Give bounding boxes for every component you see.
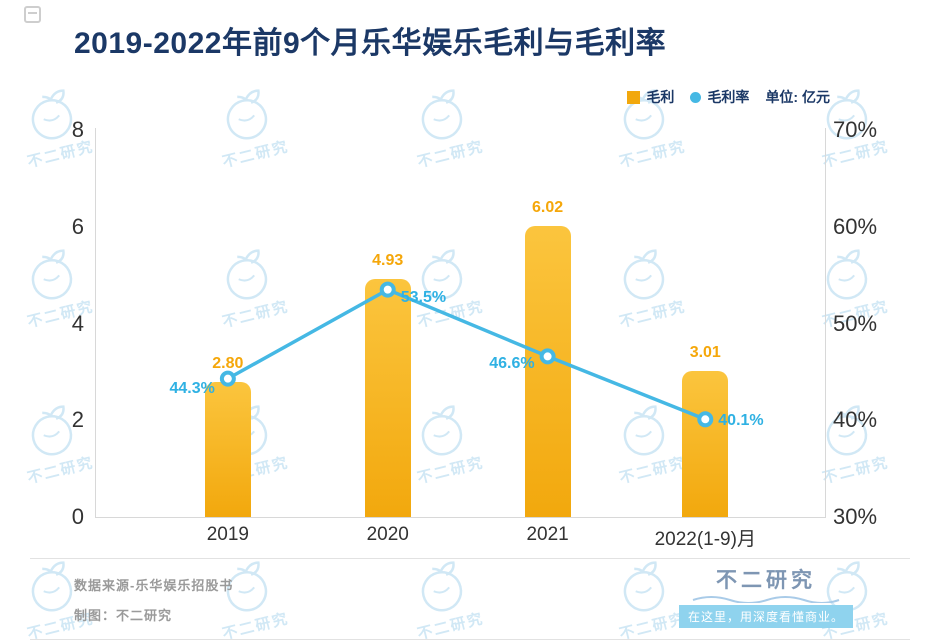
corner-mark xyxy=(24,6,41,23)
brand-slogan-badge: 在这里，用深度看懂商业。 xyxy=(678,605,853,628)
x-axis-label-2021: 2021 xyxy=(526,524,569,545)
legend-item-bar: 毛利 xyxy=(627,87,674,107)
rate-line xyxy=(227,287,706,421)
legend-line-label: 毛利率 xyxy=(707,89,750,105)
y-axis-left-line xyxy=(95,128,96,518)
axis-unit-label: 单位: 亿元 xyxy=(765,89,830,105)
bar-2019 xyxy=(204,381,251,517)
legend-item-line: 毛利率 xyxy=(690,87,749,107)
y-axis-right-tick: 70% xyxy=(833,117,878,142)
x-axis-label-2020: 2020 xyxy=(366,524,409,545)
y-axis-left-tick: 2 xyxy=(71,407,84,433)
y-axis-right-tick: 60% xyxy=(833,213,878,239)
rate-value-label: 40.1% xyxy=(718,412,764,430)
bar-2022(1-9)月 xyxy=(682,371,729,517)
x-axis-label-2022(1-9)月: 2022(1-9)月 xyxy=(654,529,756,550)
y-axis-left-tick: 8 xyxy=(71,117,84,142)
brand-block: 不二研究 在这里，用深度看懂商业。 xyxy=(676,564,856,628)
y-axis-right-tick: 50% xyxy=(833,310,878,336)
rate-value-label: 44.3% xyxy=(169,379,215,397)
legend-bar-label: 毛利 xyxy=(646,89,675,105)
bottom-divider xyxy=(30,639,910,640)
brand-name: 不二研究 xyxy=(716,569,816,592)
line-series-swatch-icon xyxy=(690,91,702,103)
x-axis-label-2019: 2019 xyxy=(206,524,249,545)
y-axis-left-tick: 6 xyxy=(71,213,84,239)
footer-divider xyxy=(30,558,910,559)
y-axis-right-tick: 30% xyxy=(833,504,878,529)
chart-title: 2019-2022年前9个月乐华娱乐毛利与毛利率 xyxy=(74,27,667,60)
data-source-text: 数据来源-乐华娱乐招股书 xyxy=(74,578,234,593)
y-axis-right-tick: 40% xyxy=(833,407,878,433)
rate-value-label: 46.6% xyxy=(489,355,535,373)
bar-value-label: 3.01 xyxy=(689,344,721,362)
bar-value-label: 6.02 xyxy=(532,198,564,216)
legend: 毛利 毛利率 单位: 亿元 xyxy=(627,87,830,107)
bar-value-label: 4.93 xyxy=(372,251,404,269)
chart-credit-text: 制图：不二研究 xyxy=(74,608,173,623)
y-axis-right-line xyxy=(825,128,826,518)
bar-2020 xyxy=(364,278,411,517)
rate-value-label: 53.5% xyxy=(400,288,447,306)
bar-series-swatch-icon xyxy=(627,90,641,104)
y-axis-left-tick: 0 xyxy=(71,504,84,529)
brand-underline-wave-icon xyxy=(692,596,840,603)
x-axis-line xyxy=(95,517,826,518)
y-axis-left-tick: 4 xyxy=(71,310,84,336)
bar-value-label: 2.80 xyxy=(212,354,244,372)
